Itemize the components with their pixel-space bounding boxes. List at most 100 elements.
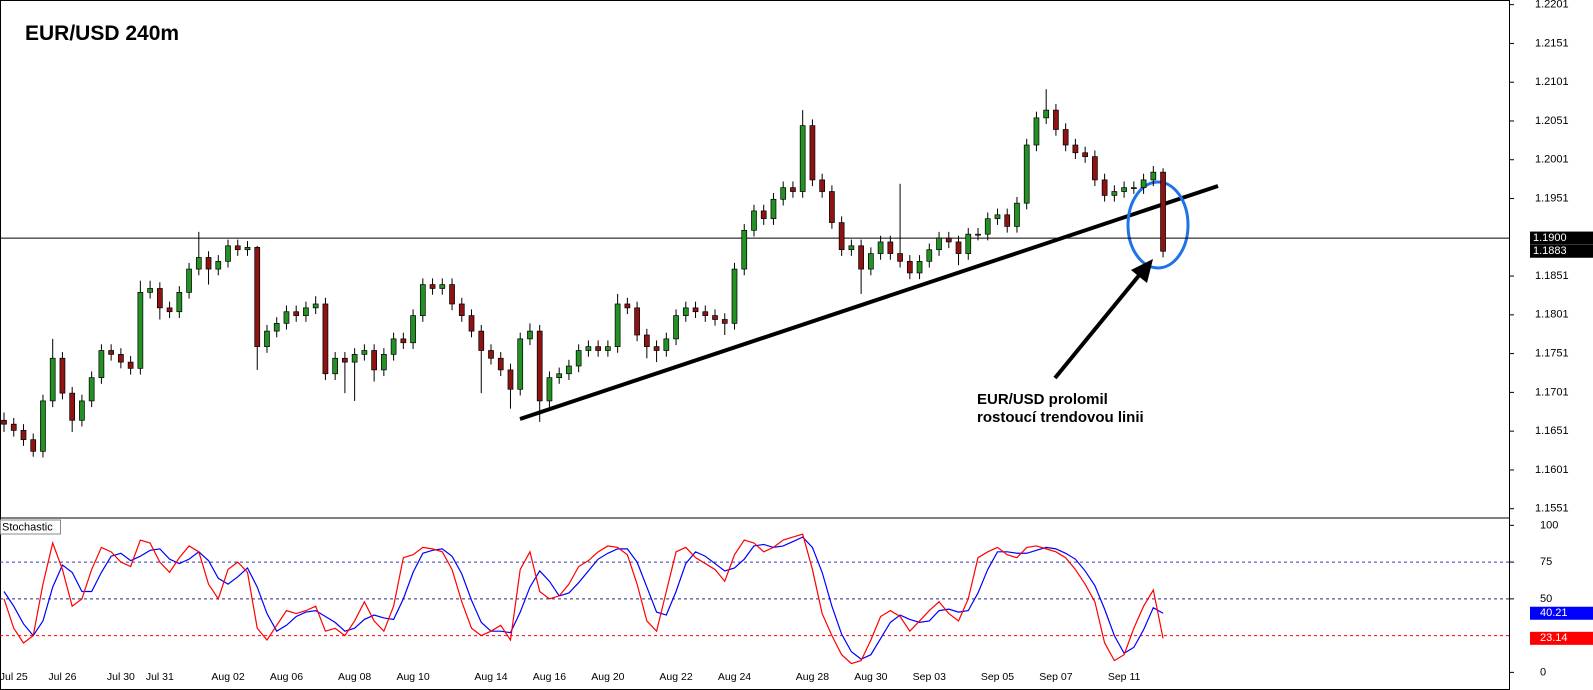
candle-body: [858, 245, 864, 270]
candle-body: [838, 222, 845, 251]
x-tick-label: Aug 10: [396, 671, 429, 683]
candle-body: [682, 307, 689, 316]
y-tick-label: 1.1701: [1535, 386, 1569, 398]
candle-body: [264, 330, 270, 347]
candle-body: [536, 330, 543, 402]
candle-body: [390, 338, 397, 355]
candle-body: [819, 179, 826, 192]
arrow-head: [1131, 259, 1153, 283]
candle-body: [244, 247, 251, 251]
candle-body: [1101, 179, 1108, 196]
x-tick-label: Sep 05: [981, 671, 1014, 683]
candle-body: [176, 291, 183, 313]
candle-body: [897, 253, 903, 262]
price-label: 1.1883: [1533, 245, 1567, 257]
value-label: 40.21: [1540, 607, 1568, 619]
annotation: rostoucí trendovou linii: [977, 409, 1144, 426]
candle-body: [215, 260, 222, 270]
candle-body: [975, 233, 981, 236]
candle-body: [1092, 156, 1098, 181]
candle-body: [1023, 144, 1030, 204]
candle-body: [69, 392, 76, 421]
candle-body: [361, 350, 368, 355]
y-tick-label: 1.2201: [1535, 0, 1569, 11]
y-tick-label: 1.1551: [1535, 503, 1569, 515]
highlight-circle: [1126, 180, 1190, 270]
y-tick-label: 1.2051: [1535, 115, 1569, 127]
x-tick-label: Aug 20: [591, 671, 624, 683]
candle-body: [1130, 187, 1137, 190]
indicator-title: Stochastic: [2, 521, 53, 533]
candle-body: [712, 315, 718, 320]
candle-body: [770, 198, 777, 220]
candle-body: [566, 365, 572, 375]
candle-body: [40, 400, 46, 452]
y-tick-label: 75: [1540, 556, 1552, 568]
candle-body: [809, 125, 816, 181]
candle-body: [634, 307, 640, 336]
candle-body: [643, 334, 650, 347]
x-tick-label: Sep 07: [1039, 671, 1072, 683]
candle-body: [877, 241, 884, 254]
candle-body: [731, 268, 738, 324]
candle-body: [527, 330, 533, 340]
candle-body: [371, 350, 377, 371]
x-tick-label: Aug 06: [270, 671, 303, 683]
candle-body: [517, 338, 524, 390]
candle-body: [108, 350, 114, 355]
candle-body: [906, 260, 913, 274]
x-tick-label: Jul 30: [107, 671, 135, 683]
candle-body: [556, 373, 563, 378]
candle-body: [166, 307, 173, 313]
candle-body: [926, 249, 933, 262]
candle-body: [1111, 191, 1118, 196]
candle-body: [1062, 129, 1069, 146]
plot-frame: [0, 0, 1510, 690]
candle-body: [994, 214, 1001, 220]
value-label-box: [1530, 606, 1593, 620]
candle-body: [293, 311, 300, 316]
candle-body: [497, 357, 504, 371]
candle-body: [741, 229, 748, 270]
y-tick-label: 1.1851: [1535, 270, 1569, 282]
candle-body: [984, 218, 991, 235]
candle-body: [1014, 202, 1020, 227]
candle-body: [419, 284, 426, 316]
price-label-box: [1530, 231, 1593, 245]
price-label: 1.1900: [1533, 232, 1567, 244]
x-tick-label: Aug 22: [659, 671, 692, 683]
candle-body: [702, 311, 709, 316]
candle-body: [478, 330, 485, 351]
candle-body: [273, 323, 280, 332]
y-tick-label: 1.2001: [1535, 154, 1569, 166]
candle-body: [1082, 152, 1088, 157]
candle-body: [332, 357, 339, 375]
candle-body: [429, 284, 436, 289]
candle-body: [458, 303, 465, 316]
candle-body: [49, 357, 56, 402]
candle-body: [1004, 214, 1011, 227]
candle-body: [439, 284, 446, 289]
y-tick-label: 1.1601: [1535, 464, 1569, 476]
candle-body: [410, 315, 416, 344]
y-tick-label: 1.2151: [1535, 37, 1569, 49]
x-tick-label: Aug 30: [854, 671, 887, 683]
candle-body: [468, 315, 475, 332]
x-tick-label: Aug 28: [796, 671, 829, 683]
candle-body: [1140, 179, 1147, 189]
candle-body: [887, 241, 894, 254]
x-tick-label: Jul 26: [48, 671, 76, 683]
candle-body: [30, 439, 37, 452]
x-tick-label: Aug 14: [474, 671, 507, 683]
x-tick-label: Sep 11: [1108, 671, 1141, 683]
candle-body: [303, 307, 309, 316]
candle-body: [1043, 109, 1050, 119]
candle-body: [780, 187, 787, 200]
y-tick-label: 1.2101: [1535, 76, 1569, 88]
y-tick-label: 1.1801: [1535, 309, 1569, 321]
y-tick-label: 100: [1540, 519, 1558, 531]
candle-body: [79, 400, 85, 421]
candle-body: [955, 241, 962, 254]
candle-body: [10, 423, 17, 431]
